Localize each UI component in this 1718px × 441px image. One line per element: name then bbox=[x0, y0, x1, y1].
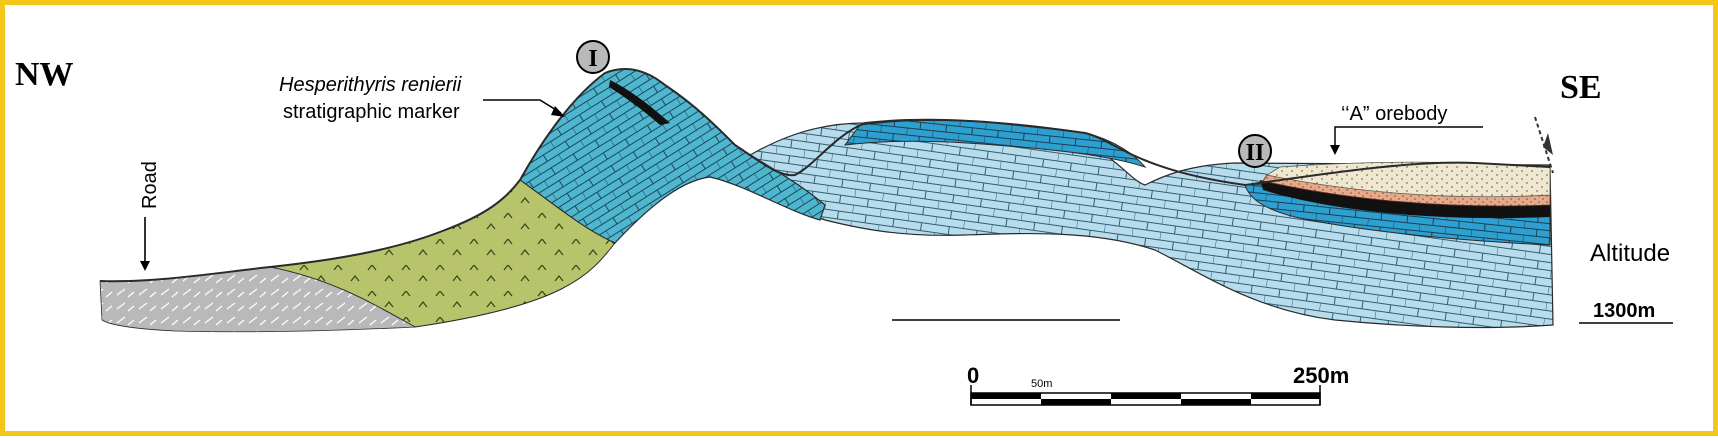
black-band bbox=[1260, 180, 1550, 219]
marker-species-label: Hesperithyris renierii bbox=[279, 74, 462, 96]
orebody-label: ‘‘A” orebody bbox=[1341, 103, 1447, 125]
marker-arrow-icon bbox=[551, 106, 565, 117]
site-label-I: I bbox=[588, 46, 597, 72]
road-label: Road bbox=[139, 161, 161, 209]
scale-end-label: 250m bbox=[1293, 363, 1349, 388]
orebody-arrow-line bbox=[1334, 126, 1483, 151]
ground-surface-line bbox=[99, 68, 1551, 283]
altitude-value-label: 1300m bbox=[1593, 300, 1655, 322]
fault-arrow-icon bbox=[1543, 133, 1553, 155]
orebody-arrow-icon bbox=[1330, 145, 1340, 155]
direction-label-se: SE bbox=[1560, 69, 1602, 106]
scale-start-label: 0 bbox=[967, 363, 979, 388]
marker-caption-label: stratigraphic marker bbox=[283, 101, 460, 123]
scale-bar bbox=[970, 385, 1321, 406]
black-lens bbox=[609, 80, 670, 125]
site-label-II: II bbox=[1246, 140, 1265, 166]
altitude-label: Altitude bbox=[1590, 240, 1670, 267]
site-circle-II bbox=[1238, 134, 1272, 168]
marker-arrow-line bbox=[483, 99, 562, 114]
geologic-cross-section: NW SE Hesperithyris renierii stratigraph… bbox=[15, 40, 1673, 406]
road-arrow-icon bbox=[140, 261, 150, 271]
direction-label-nw: NW bbox=[15, 56, 74, 93]
site-circle-I bbox=[576, 40, 610, 74]
orebody-sand-cap bbox=[1265, 161, 1551, 198]
scale-mid-label: 50m bbox=[1031, 378, 1052, 390]
